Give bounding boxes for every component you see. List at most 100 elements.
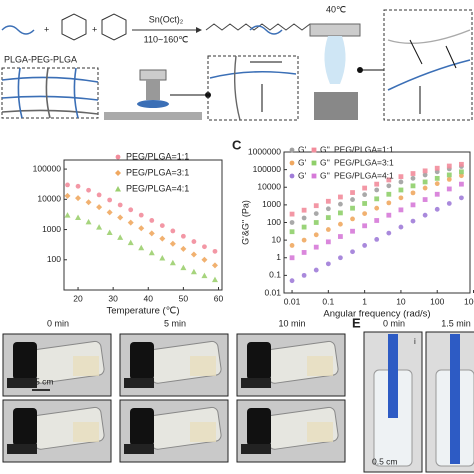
point — [374, 187, 380, 193]
point — [138, 244, 145, 251]
point — [149, 218, 155, 223]
point — [374, 218, 380, 223]
point — [85, 199, 92, 206]
y-tick-label: 100 — [47, 254, 61, 264]
time-label: 10 min — [278, 318, 305, 328]
time-label: 0 min — [47, 318, 69, 328]
point — [212, 248, 218, 254]
catalyst: Sn(Oct)₂ — [149, 14, 184, 24]
x-axis-title: Temperature (℃) — [107, 306, 180, 317]
plus: + — [44, 24, 49, 34]
x-tick-label: 100 — [430, 296, 444, 306]
point — [350, 249, 355, 255]
legend-label: PEG/PLGA=4:1 — [126, 183, 189, 193]
legend-marker — [311, 173, 317, 179]
scheme: + + Sn(Oct)₂ 110~160℃ PLGA-PEG-PLGA 40℃ — [1, 4, 473, 121]
vial-cap — [13, 342, 37, 380]
point — [459, 195, 464, 201]
point — [386, 200, 392, 206]
y-tick-label: 1000 — [262, 199, 281, 209]
y-tick-label: 100000 — [33, 163, 62, 173]
point — [410, 171, 416, 176]
point — [338, 255, 343, 261]
point — [289, 278, 295, 284]
legend-group-label: PEG/PLGA=1:1 — [334, 144, 394, 154]
gel — [190, 356, 216, 376]
point — [313, 211, 319, 216]
point — [338, 210, 343, 216]
scale-bar-label: 0.5 cm — [372, 456, 398, 466]
legend-marker — [311, 147, 317, 153]
decor — [445, 45, 457, 69]
vial-cap — [247, 342, 271, 380]
y-tick-label: 10 — [272, 234, 282, 244]
x-tick-label: 20 — [73, 293, 83, 303]
peg-chain — [1, 25, 35, 35]
lactide-ring — [61, 13, 87, 41]
glycolide-ring — [101, 13, 127, 41]
point — [65, 182, 70, 188]
point — [386, 212, 392, 218]
polymer-label: PLGA-PEG-PLGA — [4, 54, 77, 64]
point — [289, 220, 295, 225]
point — [127, 219, 134, 226]
point — [202, 244, 207, 250]
point — [446, 172, 452, 178]
scale-bar-label: 0.5 cm — [28, 376, 54, 386]
point — [386, 183, 392, 189]
point — [138, 212, 144, 218]
gel — [73, 356, 99, 376]
point — [289, 211, 295, 217]
point — [128, 207, 134, 213]
syringe — [388, 334, 398, 418]
x-tick-label: 10 — [396, 296, 406, 306]
point — [459, 169, 464, 175]
point — [362, 243, 368, 248]
y-tick-label: 10000 — [37, 194, 61, 204]
point — [386, 191, 392, 197]
gel — [73, 422, 99, 442]
x-tick-label: 1000 — [464, 296, 474, 306]
point — [211, 262, 218, 269]
legend-label: G'' — [320, 170, 330, 180]
x-tick-label: 60 — [214, 293, 224, 303]
point — [180, 233, 186, 239]
legend-group-label: PEG/PLGA=3:1 — [334, 157, 394, 167]
holder — [124, 378, 154, 388]
point — [325, 198, 331, 204]
point — [362, 192, 368, 198]
point — [410, 175, 416, 181]
legend-group-label: PEG/PLGA=4:1 — [334, 170, 394, 180]
point — [85, 218, 92, 225]
decor — [1, 67, 99, 119]
point — [106, 229, 113, 235]
decor — [387, 29, 471, 44]
inset-label: i — [414, 337, 416, 346]
zoom-box-2 — [383, 9, 473, 121]
point — [398, 187, 404, 193]
point — [398, 174, 404, 180]
vial-cap — [13, 408, 37, 446]
point — [410, 190, 416, 196]
point — [301, 207, 307, 213]
point — [138, 225, 145, 232]
point — [374, 181, 380, 187]
point — [434, 175, 440, 181]
decor — [209, 70, 297, 79]
point — [325, 227, 331, 232]
y-tick-label: 0.01 — [264, 287, 281, 297]
rheometer-head — [139, 69, 167, 81]
point — [107, 197, 113, 203]
point — [446, 176, 452, 182]
point — [350, 190, 355, 195]
point — [127, 239, 134, 246]
x-tick-label: 50 — [179, 293, 189, 303]
y-tick-label: 100 — [267, 217, 281, 227]
point — [446, 186, 452, 192]
y-tick-label: 100000 — [253, 164, 282, 174]
x-tick-label: 30 — [108, 293, 118, 303]
point — [446, 201, 452, 206]
legend-marker — [289, 147, 295, 153]
point — [169, 240, 176, 247]
point — [201, 272, 208, 279]
